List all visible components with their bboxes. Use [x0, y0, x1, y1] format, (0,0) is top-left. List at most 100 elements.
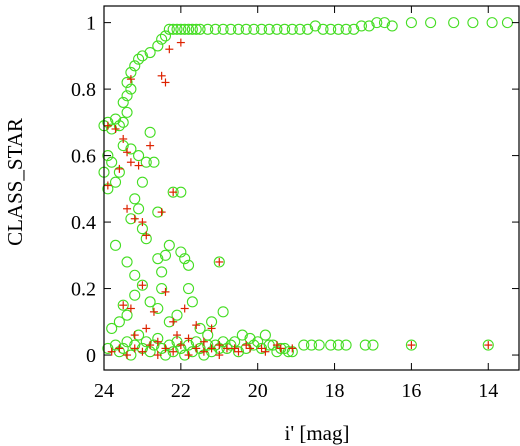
data-point-circle	[102, 150, 114, 162]
data-point-circle	[148, 156, 160, 168]
data-point-cross	[176, 38, 185, 47]
data-point-circle	[482, 339, 494, 351]
data-point-circle	[279, 23, 291, 35]
data-point-cross	[142, 324, 151, 333]
data-point-circle	[163, 239, 175, 251]
data-point-cross	[134, 161, 143, 170]
data-point-circle	[156, 283, 168, 295]
data-point-circle	[121, 90, 133, 102]
data-point-cross	[234, 347, 243, 356]
data-point-circle	[486, 17, 498, 29]
data-point-circle	[225, 23, 237, 35]
data-point-circle	[129, 60, 141, 72]
data-point-circle	[355, 20, 368, 32]
data-point-circle	[121, 256, 133, 268]
y-tick-label: 1	[86, 13, 96, 35]
data-point-cross	[176, 341, 185, 350]
data-point-cross	[199, 347, 208, 356]
data-point-circle	[386, 20, 398, 32]
data-point-circle	[340, 339, 352, 351]
data-point-cross	[484, 341, 493, 350]
data-point-circle	[144, 296, 156, 308]
data-point-cross	[138, 347, 147, 356]
data-point-cross	[199, 337, 208, 346]
data-point-circle	[225, 339, 237, 351]
data-point-circle	[182, 23, 195, 35]
data-point-circle	[136, 279, 148, 291]
data-point-cross	[215, 341, 224, 350]
data-point-cross	[126, 158, 135, 167]
data-point-cross	[138, 218, 147, 227]
data-point-circle	[202, 339, 214, 351]
data-point-circle	[309, 20, 321, 32]
data-point-circle	[186, 296, 198, 308]
data-point-circle	[213, 256, 225, 268]
data-point-circle	[129, 269, 141, 281]
data-point-circle	[255, 342, 268, 354]
data-point-circle	[167, 346, 179, 358]
data-point-cross	[407, 341, 416, 350]
data-point-circle	[259, 329, 271, 341]
data-point-circle	[359, 339, 371, 351]
data-point-cross	[130, 331, 139, 340]
data-point-circle	[217, 336, 229, 348]
data-point-circle	[501, 17, 514, 29]
data-point-circle	[117, 116, 129, 128]
data-point-circle	[190, 23, 202, 35]
data-point-circle	[106, 322, 118, 334]
data-point-circle	[125, 83, 137, 95]
data-point-circle	[171, 309, 183, 321]
data-point-circle	[109, 176, 122, 188]
data-point-circle	[378, 17, 391, 29]
data-point-circle	[263, 23, 275, 35]
data-point-circle	[186, 346, 198, 358]
data-point-cross	[215, 351, 224, 360]
data-point-circle	[202, 23, 214, 35]
data-point-cross	[123, 351, 132, 360]
data-point-cross	[215, 257, 224, 266]
data-point-cross	[207, 344, 216, 353]
data-point-circle	[332, 339, 344, 351]
data-point-circle	[348, 23, 360, 35]
data-point-cross	[115, 344, 124, 353]
y-tick-label: 0.6	[71, 146, 96, 168]
data-point-circle	[129, 289, 141, 301]
data-point-circle	[182, 259, 195, 271]
data-point-cross	[222, 344, 231, 353]
data-point-circle	[121, 106, 133, 118]
data-point-cross	[130, 344, 139, 353]
data-point-circle	[106, 156, 118, 168]
data-point-circle	[175, 246, 187, 258]
data-point-cross	[169, 347, 178, 356]
data-point-cross	[123, 148, 132, 157]
data-point-cross	[192, 321, 201, 330]
axis-ticks: 24 22 20 18 16 14 0 0.2 0.4 0.6 0.8 1	[71, 6, 519, 402]
data-point-cross	[119, 301, 128, 310]
data-marks	[98, 17, 514, 361]
data-point-circle	[363, 20, 375, 32]
data-point-circle	[121, 336, 133, 348]
data-point-circle	[117, 299, 129, 311]
data-point-circle	[175, 23, 187, 35]
data-point-cross	[130, 214, 139, 223]
data-point-circle	[140, 156, 152, 168]
x-tick-label: 14	[478, 380, 498, 402]
data-point-circle	[294, 23, 306, 35]
data-point-circle	[325, 339, 337, 351]
data-point-cross	[180, 304, 189, 313]
data-point-circle	[129, 193, 141, 205]
data-point-circle	[163, 339, 175, 351]
data-point-cross	[230, 344, 239, 353]
data-point-circle	[167, 186, 179, 198]
y-tick-label: 0.2	[71, 279, 96, 301]
data-point-circle	[171, 23, 183, 35]
data-point-cross	[184, 334, 193, 343]
data-point-circle	[133, 53, 145, 65]
data-point-cross	[138, 281, 147, 290]
data-point-circle	[240, 23, 252, 35]
data-point-circle	[117, 96, 129, 108]
data-point-cross	[103, 121, 112, 130]
data-point-circle	[467, 17, 479, 29]
data-point-cross	[157, 208, 166, 217]
data-point-cross	[161, 78, 170, 87]
